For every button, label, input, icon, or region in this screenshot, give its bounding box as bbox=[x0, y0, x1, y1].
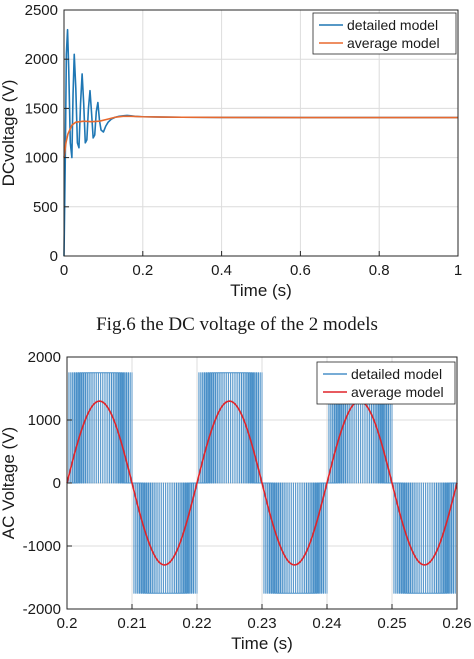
c2-x-tick-label: 0.25 bbox=[377, 615, 406, 632]
ac-voltage-chart: 0.2 0.21 0.22 0.23 0.24 0.25 0.26 -2000 -1000 0 10… bbox=[0, 349, 472, 653]
c2-x-tick-label: 0.24 bbox=[312, 615, 341, 632]
ac-x-axis-label: Time (s) bbox=[231, 634, 293, 653]
c2-x-tick-label: 0.22 bbox=[182, 615, 211, 632]
c1-y-tick-label: 1500 bbox=[25, 100, 58, 117]
dc-legend-label-detailed: detailed model bbox=[347, 17, 438, 33]
dc-legend-label-average: average model bbox=[347, 35, 440, 51]
c1-x-tick-label: 0.2 bbox=[132, 262, 153, 279]
dc-voltage-chart: 0 0.2 0.4 0.6 0.8 1 0 500 1000 1500 2000 2500 Time … bbox=[0, 2, 463, 300]
ac-plot-area bbox=[66, 372, 458, 594]
dc-plot-frame bbox=[63, 9, 459, 257]
c2-series-line-1 bbox=[66, 400, 458, 566]
c1-y-tick-label: 1000 bbox=[25, 150, 58, 167]
ac-legend-box bbox=[316, 361, 456, 405]
c2-x-tick-label: 0.26 bbox=[442, 615, 471, 632]
figure-caption: Fig.6 the DC voltage of the 2 models bbox=[96, 314, 378, 335]
ac-tick-labels: 0.2 0.21 0.22 0.23 0.24 0.25 0.26 -2000 -1000 0 10… bbox=[23, 349, 472, 632]
c1-x-tick-label: 0.4 bbox=[211, 262, 232, 279]
c1-y-tick-label: 500 bbox=[33, 199, 58, 216]
c2-y-tick-label: -2000 bbox=[23, 601, 61, 618]
c2-y-tick-label: 1000 bbox=[28, 412, 61, 429]
c1-x-tick-label: 0.8 bbox=[369, 262, 390, 279]
c1-x-tick-label: 0 bbox=[60, 262, 68, 279]
c2-y-tick-label: 2000 bbox=[28, 349, 61, 366]
dc-plot-area bbox=[63, 28, 458, 257]
c2-series-line-0 bbox=[66, 372, 458, 594]
dc-x-axis-label: Time (s) bbox=[230, 281, 292, 300]
ac-legend-label-average: average model bbox=[351, 384, 444, 400]
c1-y-tick-label: 0 bbox=[50, 248, 58, 265]
dc-legend-box bbox=[312, 12, 457, 55]
c1-x-tick-label: 1 bbox=[454, 262, 462, 279]
ac-y-axis-label: AC Voltage (V) bbox=[0, 427, 18, 539]
c1-y-tick-label: 2000 bbox=[25, 51, 58, 68]
ac-legend-label-detailed: detailed model bbox=[351, 366, 442, 382]
c2-y-tick-label: 0 bbox=[53, 475, 61, 492]
c2-x-tick-label: 0.23 bbox=[247, 615, 276, 632]
ac-legend: detailed model average model bbox=[316, 361, 456, 405]
c2-y-tick-label: -1000 bbox=[23, 538, 61, 555]
c2-x-tick-label: 0.2 bbox=[57, 615, 78, 632]
c1-series-line-0 bbox=[63, 28, 458, 257]
dc-legend: detailed model average model bbox=[312, 12, 457, 55]
c1-x-tick-label: 0.6 bbox=[290, 262, 311, 279]
c1-series-line-1 bbox=[63, 115, 458, 158]
dc-y-axis-label: DCvoltage (V) bbox=[0, 80, 18, 187]
c2-x-tick-label: 0.21 bbox=[117, 615, 146, 632]
dc-tick-labels: 0 0.2 0.4 0.6 0.8 1 0 500 1000 1500 2000 2500 bbox=[25, 2, 463, 279]
c1-y-tick-label: 2500 bbox=[25, 2, 58, 19]
